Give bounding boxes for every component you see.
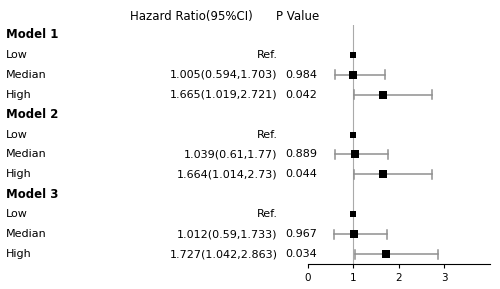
Text: 0.889: 0.889 [285, 149, 317, 160]
Text: 0.044: 0.044 [285, 169, 317, 179]
Text: Hazard Ratio(95%CI): Hazard Ratio(95%CI) [130, 10, 253, 23]
Text: High: High [6, 249, 32, 260]
Text: Ref.: Ref. [256, 129, 278, 140]
Text: High: High [6, 169, 32, 179]
Text: P Value: P Value [276, 10, 319, 23]
Text: Median: Median [6, 70, 47, 79]
Text: 1.664(1.014,2.73): 1.664(1.014,2.73) [177, 169, 278, 179]
Text: High: High [6, 90, 32, 99]
Text: Low: Low [6, 129, 28, 140]
Text: Ref.: Ref. [256, 210, 278, 219]
Text: 1.665(1.019,2.721): 1.665(1.019,2.721) [170, 90, 278, 99]
Text: 1.727(1.042,2.863): 1.727(1.042,2.863) [170, 249, 278, 260]
Text: 0.034: 0.034 [285, 249, 317, 260]
Text: 0.984: 0.984 [285, 70, 317, 79]
Text: 1.012(0.59,1.733): 1.012(0.59,1.733) [177, 229, 278, 240]
Text: Model 1: Model 1 [6, 28, 59, 41]
Text: Low: Low [6, 49, 28, 60]
Text: 1.005(0.594,1.703): 1.005(0.594,1.703) [170, 70, 278, 79]
Text: Ref.: Ref. [256, 49, 278, 60]
Text: Low: Low [6, 210, 28, 219]
Text: Model 2: Model 2 [6, 108, 59, 121]
Text: Model 3: Model 3 [6, 188, 59, 201]
Text: Median: Median [6, 149, 47, 160]
Text: 1.039(0.61,1.77): 1.039(0.61,1.77) [184, 149, 278, 160]
Text: 0.042: 0.042 [285, 90, 317, 99]
Text: 0.967: 0.967 [285, 229, 317, 240]
Text: Median: Median [6, 229, 47, 240]
